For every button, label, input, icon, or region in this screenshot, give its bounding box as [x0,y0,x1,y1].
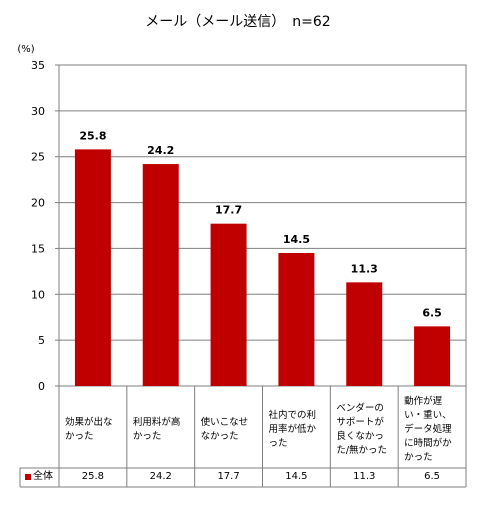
bar-value-label: 14.5 [283,233,310,246]
data-table-grid [19,386,467,488]
bar-value-label: 25.8 [79,129,106,142]
bar-value-labels: 25.8 24.2 17.7 14.5 11.3 6.5 [79,129,441,319]
y-tick-label: 35 [31,59,45,72]
bar [142,164,179,386]
y-tick-label: 20 [31,197,45,210]
x-category-label: 使いこなせなかった [200,417,249,442]
legend-series-name: 全体 [33,471,53,482]
bar-value-label: 17.7 [215,204,242,217]
bar-value-label: 24.2 [147,144,174,157]
x-category-label: ベンダーのサポートが良くなかった/無かった [336,403,388,456]
y-tick-label: 30 [31,105,45,118]
x-category-label: 社内での利用率が低かった [268,410,317,449]
bar [210,223,247,386]
x-category-label: 動作が遅い・重い、データ処理に時間がかかった [404,396,452,463]
gridlines [58,64,467,387]
y-tick-label: 5 [38,334,45,347]
y-tick-label: 15 [31,242,45,255]
table-value: 6.5 [424,471,441,482]
y-tick-label: 25 [31,151,45,164]
bar-value-label: 6.5 [422,306,442,319]
table-value: 24.2 [149,471,172,482]
table-value: 11.3 [353,471,376,482]
chart-title: メール（メール送信） n=62 [145,14,330,30]
y-tick-label: 10 [31,288,45,301]
table-value: 14.5 [285,471,308,482]
legend-swatch [25,474,31,480]
table-value: 17.7 [217,471,240,482]
x-category-label: 効果が出なかった [65,417,113,442]
plot-frame [58,64,467,387]
bar [74,149,111,386]
x-category-label: 利用料が高かった [132,417,181,442]
bar [278,253,315,386]
table-value: 25.8 [81,471,105,482]
bars [74,149,451,386]
bar [346,282,383,386]
y-axis-unit-label: (%) [17,44,34,55]
y-tick-label: 0 [38,380,45,393]
bar [414,326,451,386]
bar-value-label: 11.3 [351,262,378,275]
y-axis-ticks: 0 5 10 15 20 25 30 35 [31,59,59,393]
